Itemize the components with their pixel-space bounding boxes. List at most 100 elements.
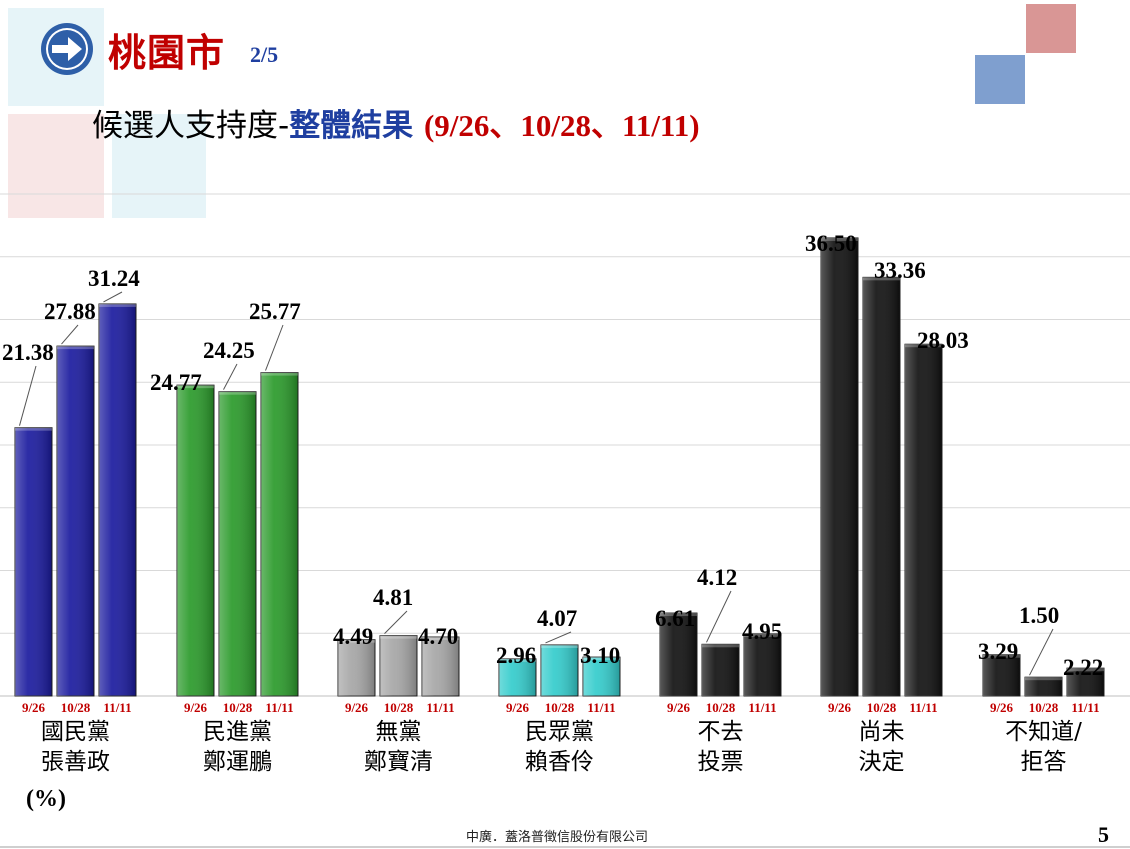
- value-label-kmt-11-11: 31.24: [88, 266, 140, 291]
- bar-shade-undecided-11-11: [905, 344, 942, 696]
- subtitle-dates: (9/26、10/28、11/11): [423, 108, 700, 143]
- bar-top-dpp-9-26: [177, 385, 214, 389]
- date-tick-undecided-11-11: 11/11: [909, 700, 937, 715]
- value-label-independent-11-11: 4.70: [418, 624, 458, 649]
- leader-line-kmt-9-26: [19, 365, 37, 426]
- date-tick-not-vote-9-26: 9/26: [667, 700, 691, 715]
- value-label-undecided-10-28: 33.36: [874, 258, 926, 283]
- bar-top-tpp-11-11: [583, 657, 620, 661]
- bar-top-not-vote-11-11: [744, 633, 781, 637]
- date-tick-tpp-9-26: 9/26: [506, 700, 530, 715]
- bar-top-dpp-10-28: [219, 391, 256, 395]
- date-tick-dpp-11-11: 11/11: [265, 700, 293, 715]
- date-tick-independent-9-26: 9/26: [345, 700, 369, 715]
- category-label-not-vote-line1: 不去: [698, 719, 744, 745]
- category-label-dont-know-line2: 拒答: [1021, 749, 1067, 775]
- value-label-not-vote-9-26: 6.61: [655, 606, 695, 631]
- bar-shade-tpp-9-26: [499, 658, 536, 696]
- date-tick-not-vote-11-11: 11/11: [748, 700, 776, 715]
- category-label-tpp-line1: 民眾黨: [525, 719, 594, 745]
- date-tick-independent-11-11: 11/11: [426, 700, 454, 715]
- category-label-independent-line2: 鄭寶清: [364, 749, 433, 775]
- date-tick-dont-know-10-28: 10/28: [1029, 700, 1059, 715]
- subtitle-prefix: 候選人支持度-: [92, 108, 290, 144]
- decor-square-blue: [975, 55, 1025, 104]
- value-label-undecided-9-26: 36.50: [805, 231, 857, 256]
- bar-top-dont-know-10-28: [1025, 677, 1062, 681]
- bar-shade-dont-know-10-28: [1025, 677, 1062, 696]
- category-label-kmt-line1: 國民黨: [41, 719, 110, 745]
- category-label-undecided-line1: 尚未: [859, 719, 905, 745]
- leader-line-dpp-10-28: [223, 363, 238, 390]
- bar-top-tpp-9-26: [499, 658, 536, 662]
- bar-top-independent-11-11: [422, 637, 459, 641]
- leader-line-kmt-10-28: [61, 324, 79, 345]
- value-label-kmt-10-28: 27.88: [44, 299, 96, 324]
- bar-shade-not-vote-10-28: [702, 644, 739, 696]
- footer-company: 中廣．蓋洛普徵信股份有限公司: [466, 830, 649, 845]
- bar-top-not-vote-10-28: [702, 644, 739, 648]
- bar-shade-independent-11-11: [422, 637, 459, 696]
- bar-shade-kmt-11-11: [99, 303, 136, 696]
- date-tick-dpp-10-28: 10/28: [223, 700, 253, 715]
- date-tick-tpp-11-11: 11/11: [587, 700, 615, 715]
- page-indicator: 2/5: [250, 42, 279, 67]
- value-label-not-vote-10-28: 4.12: [697, 565, 737, 590]
- bar-shade-dpp-9-26: [177, 385, 214, 696]
- bar-top-undecided-10-28: [863, 277, 900, 281]
- date-tick-kmt-10-28: 10/28: [61, 700, 91, 715]
- bar-top-independent-10-28: [380, 635, 417, 639]
- value-label-kmt-9-26: 21.38: [2, 340, 54, 365]
- leader-line-not-vote-10-28: [706, 590, 732, 643]
- date-tick-not-vote-10-28: 10/28: [706, 700, 736, 715]
- bar-top-independent-9-26: [338, 639, 375, 643]
- value-label-dont-know-9-26: 3.29: [978, 639, 1018, 664]
- value-label-independent-10-28: 4.81: [373, 585, 413, 610]
- leader-line-kmt-11-11: [103, 291, 123, 303]
- category-label-independent-line1: 無黨: [376, 719, 422, 745]
- bar-top-dont-know-9-26: [983, 654, 1020, 658]
- category-label-dpp-line2: 鄭運鵬: [203, 749, 272, 775]
- value-label-dpp-10-28: 24.25: [203, 338, 255, 363]
- category-label-undecided-line2: 決定: [859, 749, 905, 775]
- bar-top-kmt-10-28: [57, 346, 94, 350]
- value-label-tpp-9-26: 2.96: [496, 643, 536, 668]
- subtitle-highlight: 整體結果: [289, 108, 414, 144]
- value-label-dont-know-10-28: 1.50: [1019, 603, 1059, 628]
- leader-line-tpp-10-28: [545, 631, 572, 644]
- bar-shade-kmt-10-28: [57, 346, 94, 696]
- date-tick-kmt-11-11: 11/11: [103, 700, 131, 715]
- category-label-dpp-line1: 民進黨: [203, 719, 272, 745]
- value-label-dpp-11-11: 25.77: [249, 299, 301, 324]
- decor-square-pink: [1026, 4, 1076, 53]
- bar-shade-tpp-11-11: [583, 657, 620, 696]
- page-title: 桃園市: [108, 31, 226, 75]
- leader-line-dont-know-10-28: [1029, 628, 1054, 676]
- decor-square-light-pink: [8, 114, 104, 218]
- date-tick-dont-know-11-11: 11/11: [1071, 700, 1099, 715]
- bar-top-kmt-11-11: [99, 303, 136, 307]
- decor-square-light-blue-2: [112, 114, 206, 218]
- value-label-undecided-11-11: 28.03: [917, 328, 969, 353]
- leader-line-independent-10-28: [384, 610, 408, 634]
- bar-shade-not-vote-9-26: [660, 613, 697, 696]
- value-label-not-vote-11-11: 4.95: [742, 619, 782, 644]
- bar-top-dpp-11-11: [261, 372, 298, 376]
- value-label-tpp-10-28: 4.07: [537, 606, 577, 631]
- bar-top-not-vote-9-26: [660, 613, 697, 617]
- value-label-dpp-9-26: 24.77: [150, 370, 202, 395]
- bar-top-tpp-10-28: [541, 644, 578, 648]
- bar-shade-independent-9-26: [338, 639, 375, 696]
- date-tick-independent-10-28: 10/28: [384, 700, 414, 715]
- bar-shade-undecided-10-28: [863, 277, 900, 696]
- category-label-kmt-line2: 張善政: [41, 749, 110, 775]
- bar-top-undecided-9-26: [821, 237, 858, 241]
- value-label-tpp-11-11: 3.10: [580, 643, 620, 668]
- chart-subtitle: 候選人支持度-整體結果 (9/26、10/28、11/11): [92, 100, 700, 145]
- bar-shade-not-vote-11-11: [744, 633, 781, 696]
- category-label-not-vote-line2: 投票: [698, 749, 744, 775]
- arrow-right-icon: [41, 23, 93, 75]
- date-tick-undecided-9-26: 9/26: [828, 700, 852, 715]
- bar-shade-dont-know-9-26: [983, 654, 1020, 696]
